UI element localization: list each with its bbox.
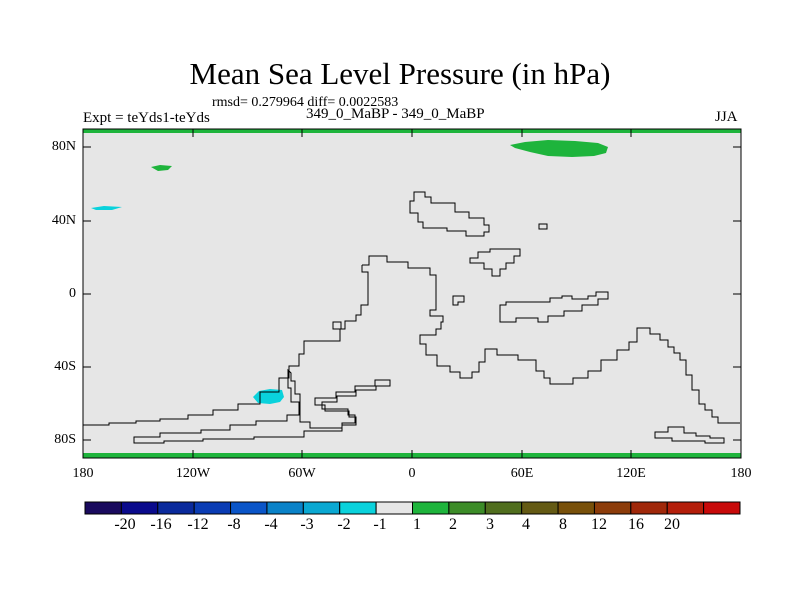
x-tick-label: 0 (408, 466, 416, 481)
colorbar-swatch (302, 501, 341, 515)
colorbar-label: -8 (227, 516, 241, 533)
axis-ticks (82, 129, 742, 458)
colorbar-swatch (484, 501, 523, 515)
colorbar-label: -3 (300, 516, 314, 533)
coastline-island-small (452, 295, 465, 306)
anomaly-green-small (151, 165, 172, 171)
colorbar-swatch (666, 501, 705, 515)
colorbar-label: 2 (449, 516, 457, 533)
colorbar-swatch (266, 501, 304, 515)
colorbar-label: 20 (664, 516, 680, 533)
y-tick-label: 40N (51, 213, 76, 228)
colorbar-swatch (120, 501, 159, 515)
coastline-east-landmass (469, 248, 521, 277)
y-tick-label: 80N (51, 139, 76, 154)
coastline-southwest-arm (83, 265, 369, 426)
colorbar-swatch (412, 501, 450, 515)
colorbar-label: -2 (337, 516, 351, 533)
colorbar-swatch (630, 501, 668, 515)
colorbar (84, 501, 741, 515)
chart-title: Mean Sea Level Pressure (in hPa) (189, 56, 611, 91)
coastline-east-peninsula (499, 291, 609, 323)
colorbar-swatch (521, 501, 559, 515)
anomaly-cyan-south (253, 389, 284, 404)
y-tick-label: 40S (54, 359, 76, 374)
x-tick-label: 120E (616, 466, 646, 481)
colorbar-swatch (375, 501, 413, 515)
coastlines (83, 191, 740, 444)
colorbar-swatch (703, 501, 741, 515)
x-tick-label: 120W (175, 466, 211, 481)
colorbar-swatch (84, 501, 122, 515)
colorbar-swatch (230, 501, 268, 515)
colorbar-swatch (448, 501, 486, 515)
colorbar-swatch (593, 501, 632, 515)
anomaly-green-arctic (510, 140, 608, 157)
colorbar-swatch (339, 501, 377, 515)
coastline-island-west (332, 321, 342, 330)
colorbar-label: 12 (591, 516, 607, 533)
run-label: 349_0_MaBP - 349_0_MaBP (306, 106, 485, 122)
colorbar-label: -1 (373, 516, 387, 533)
season-label: JJA (715, 109, 738, 125)
anomaly-cyan-north (91, 206, 122, 210)
experiment-label: Expt = teYds1-teYds (83, 110, 210, 126)
colorbar-label: 16 (628, 516, 644, 533)
coastline-islet (538, 223, 548, 230)
colorbar-label: -12 (187, 516, 209, 533)
colorbar-label: 8 (559, 516, 567, 533)
map-background (83, 129, 741, 458)
colorbar-swatch (557, 501, 595, 515)
y-tick-label: 0 (69, 286, 76, 301)
x-tick-label: 180 (730, 466, 752, 481)
colorbar-label: 1 (413, 516, 421, 533)
colorbar-label: -4 (264, 516, 278, 533)
x-tick-label: 60E (510, 466, 534, 481)
x-tick-label: 60W (288, 466, 316, 481)
colorbar-label: -20 (114, 516, 136, 533)
colorbar-label: -16 (150, 516, 172, 533)
coastline-north-continent (409, 191, 490, 237)
colorbar-label: 3 (486, 516, 494, 533)
stats-label: rmsd= 0.279964 diff= 0.0022583 (212, 95, 399, 110)
colorbar-swatch (157, 501, 195, 515)
colorbar-swatch (193, 501, 232, 515)
coastline-south-inner (133, 368, 391, 444)
coastline-east-small (654, 426, 725, 444)
coastline-main-continent (362, 255, 740, 424)
colorbar-label: 4 (522, 516, 530, 533)
y-tick-label: 80S (54, 432, 76, 447)
x-tick-label: 180 (72, 466, 94, 481)
